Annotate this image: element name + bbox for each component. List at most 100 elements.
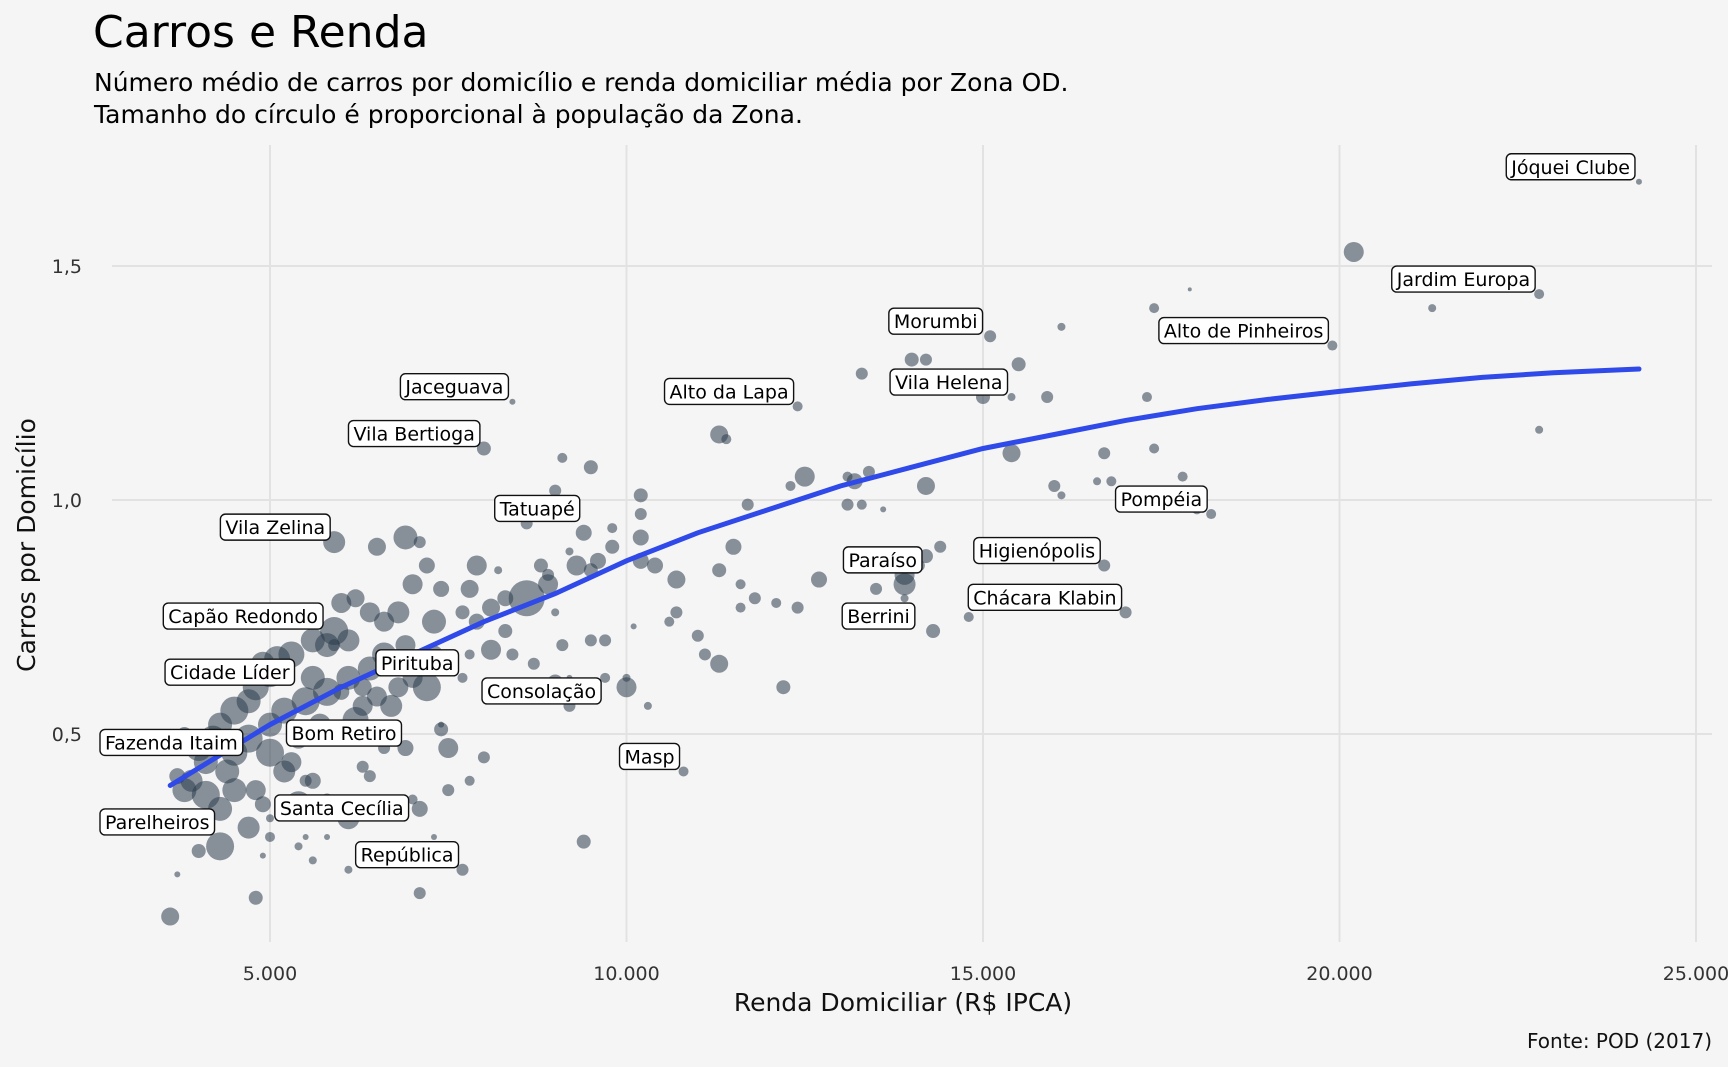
zone-label: Alto da Lapa — [663, 377, 795, 406]
data-point — [191, 844, 206, 858]
x-tick-label: 25.000 — [1663, 963, 1728, 985]
data-point — [497, 590, 514, 607]
zone-label-box — [164, 658, 296, 686]
data-point — [331, 592, 352, 613]
data-point — [498, 624, 513, 639]
zone-label-box — [1391, 265, 1536, 293]
data-point — [1048, 479, 1061, 492]
data-point — [161, 907, 180, 926]
data-point — [811, 571, 828, 588]
data-point — [222, 778, 247, 803]
y-tick-label: 1,0 — [52, 490, 82, 512]
data-point — [1119, 606, 1132, 619]
chart-subtitle-line1: Número médio de carros por domicílio e r… — [94, 68, 1068, 97]
data-point — [259, 852, 266, 859]
data-point — [430, 833, 437, 840]
data-point — [698, 648, 711, 661]
data-point — [353, 678, 372, 697]
data-point — [678, 766, 689, 777]
x-tick-label: 10.000 — [593, 963, 659, 985]
zone-label-box — [162, 602, 324, 630]
data-point — [556, 639, 569, 652]
data-point — [172, 778, 197, 803]
data-point — [1002, 444, 1021, 463]
data-point — [256, 738, 284, 767]
data-point — [1007, 393, 1016, 402]
data-point — [464, 649, 475, 660]
zone-label-box — [1505, 153, 1636, 181]
data-point — [607, 523, 618, 534]
zone-label-text: Alto da Lapa — [670, 381, 789, 403]
zone-label-box — [354, 841, 460, 869]
data-point — [481, 639, 502, 660]
zone-label-box — [219, 513, 331, 541]
zone-label-box — [1158, 316, 1330, 345]
data-point — [407, 794, 418, 805]
data-point — [299, 774, 312, 787]
data-point — [273, 760, 296, 783]
data-point — [667, 570, 686, 589]
data-point — [605, 539, 620, 554]
zone-label-box — [889, 368, 1009, 396]
data-point — [265, 831, 275, 842]
data-point — [245, 780, 266, 801]
zone-label-box — [285, 719, 403, 747]
zone-label: Vila Helena — [889, 368, 1009, 396]
zone-label: Higienópolis — [973, 536, 1101, 565]
x-tick-label: 15.000 — [950, 963, 1016, 985]
zone-label-text: Alto de Pinheiros — [1164, 321, 1323, 343]
data-point — [460, 579, 479, 598]
zone-label: República — [354, 841, 460, 869]
zone-label-box — [842, 546, 923, 574]
zone-label-text: Chácara Klabin — [973, 587, 1116, 609]
zone-label: Berrini — [841, 602, 916, 630]
zone-label-box — [618, 742, 681, 771]
data-point — [926, 624, 941, 639]
data-point — [771, 597, 782, 608]
data-point — [616, 677, 637, 698]
data-point — [1177, 471, 1188, 482]
data-point — [248, 890, 263, 905]
data-point — [870, 582, 883, 595]
zone-label-text: Consolação — [487, 681, 596, 703]
zone-label: Cidade Líder — [164, 658, 296, 686]
data-point — [294, 842, 303, 851]
data-point — [411, 800, 428, 817]
data-point — [374, 611, 395, 632]
x-tick-label: 20.000 — [1306, 963, 1372, 985]
data-point — [359, 602, 380, 623]
zone-label-text: Vila Bertioga — [353, 424, 474, 446]
zone-label: Jardim Europa — [1391, 265, 1536, 293]
zone-label-box — [967, 583, 1123, 612]
zone-label-text: Cidade Líder — [170, 662, 290, 684]
zone-label-text: Higienópolis — [979, 541, 1095, 563]
data-point — [1343, 241, 1364, 262]
data-point — [710, 654, 729, 673]
zone-label-text: Berrini — [847, 606, 910, 628]
data-point — [438, 721, 445, 728]
data-point — [576, 834, 591, 849]
data-point — [776, 680, 791, 695]
data-point — [735, 579, 746, 590]
data-point — [1098, 559, 1111, 572]
zone-label: Vila Bertioga — [347, 419, 481, 448]
data-point — [356, 760, 369, 773]
data-point — [622, 673, 631, 682]
data-point — [634, 508, 647, 521]
data-point — [1098, 447, 1111, 460]
chart-subtitle-line2: Tamanho do círculo é proporcional à popu… — [93, 100, 803, 129]
chart-caption: Fonte: POD (2017) — [1527, 1029, 1712, 1053]
data-point — [575, 524, 592, 541]
data-point — [725, 538, 742, 555]
zone-labels: Jóquei Clube Jardim Europa Alto de Pinheir… — [99, 153, 1636, 869]
data-point — [215, 759, 240, 784]
data-point — [380, 694, 403, 717]
data-point — [841, 498, 854, 511]
zone-label: Paraíso — [842, 546, 923, 574]
data-point — [855, 367, 868, 380]
data-point — [856, 499, 867, 510]
zone-label-text: Fazenda Itaim — [105, 732, 238, 754]
zone-label-text: Capão Redondo — [168, 606, 318, 628]
data-point — [963, 612, 974, 622]
